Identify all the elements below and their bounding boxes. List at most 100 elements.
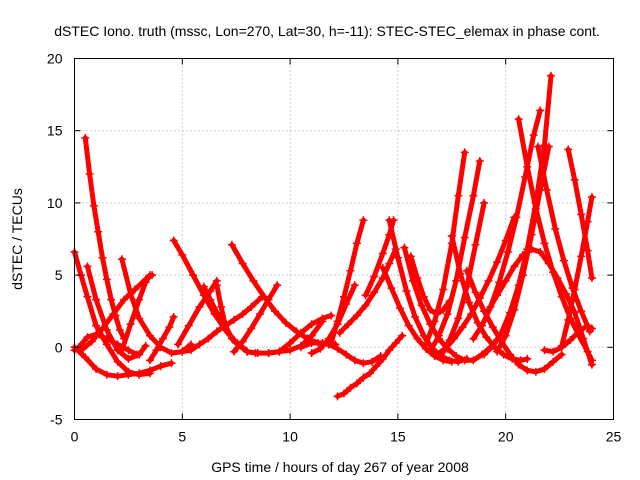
data-point [212,308,221,317]
data-point [493,258,502,267]
data-point [587,273,596,282]
data-point [92,321,101,330]
data-point [113,340,122,349]
data-point [212,327,221,336]
data-point [145,366,154,375]
data-point [473,318,482,327]
data-point [195,340,204,349]
data-point [460,356,469,365]
y-tick-label: 0 [55,339,63,355]
y-axis-label: dSTEC / TECUs [9,188,25,290]
x-tick-label: 0 [71,429,79,445]
data-point [81,133,90,142]
data-point [411,312,420,321]
data-point [385,216,394,225]
data-point [587,324,596,333]
data-point [352,239,361,248]
data-point [206,295,215,304]
data-point [230,347,239,356]
data-point [333,392,342,401]
data-point [551,224,560,233]
data-point [255,310,264,319]
y-tick-label: 5 [55,267,63,283]
data-point [111,311,120,320]
data-point [514,115,523,124]
data-point [275,347,284,356]
data-point [87,337,96,346]
data-point [115,325,124,334]
data-point [102,275,111,284]
data-point [564,315,573,324]
data-point [113,357,122,366]
data-point [167,349,176,358]
data-point [238,310,247,319]
data-point [135,295,144,304]
data-point [419,292,428,301]
data-point [460,148,469,157]
data-point [130,285,139,294]
data-point [107,295,116,304]
data-point [230,315,239,324]
data-point [307,331,316,340]
data-point [549,357,558,366]
data-point [514,360,523,369]
data-point [113,372,122,381]
data-point [361,301,370,310]
data-point [583,246,592,255]
data-point [359,359,368,368]
data-point [387,284,396,293]
data-point [564,145,573,154]
data-point [391,338,400,347]
data-point [469,191,478,200]
data-point [264,295,273,304]
data-point [432,350,441,359]
x-tick-label: 10 [282,429,298,445]
data-point [549,347,558,356]
data-point [307,320,316,329]
data-point [204,334,213,343]
data-point [102,334,111,343]
data-point [307,338,316,347]
data-point [169,236,178,245]
data-point [365,369,374,378]
data-point [523,354,532,363]
data-point [523,162,532,171]
data-point [227,334,236,343]
data-point [454,191,463,200]
data-point [583,217,592,226]
data-point [247,324,256,333]
data-point [385,346,394,355]
data-point [92,330,101,339]
data-point [518,250,527,259]
data-point [575,327,584,336]
data-point [253,349,262,358]
data-point [439,285,448,294]
data-point [273,281,282,290]
data-point [527,245,536,254]
chart-title: dSTEC Iono. truth (mssc, Lon=270, Lat=30… [54,23,600,39]
data-point [117,255,126,264]
data-point [156,362,165,371]
data-point [359,373,368,382]
data-point [378,354,387,363]
data-point [318,338,327,347]
data-point [370,288,379,297]
x-axis-label: GPS time / hours of day 267 of year 2008 [211,459,469,475]
series-track-22 [337,246,399,336]
data-point [249,276,258,285]
data-point [510,305,519,314]
data-point [404,321,413,330]
data-point [452,276,461,285]
data-point [396,304,405,313]
data-point [484,305,493,314]
data-point [512,213,521,222]
data-point [406,252,415,261]
data-point [152,346,161,355]
data-point [493,347,502,356]
data-point [372,362,381,371]
data-point [529,131,538,140]
x-tick-label: 25 [606,429,622,445]
data-point [559,256,568,265]
data-point [523,366,532,375]
data-point [368,357,377,366]
